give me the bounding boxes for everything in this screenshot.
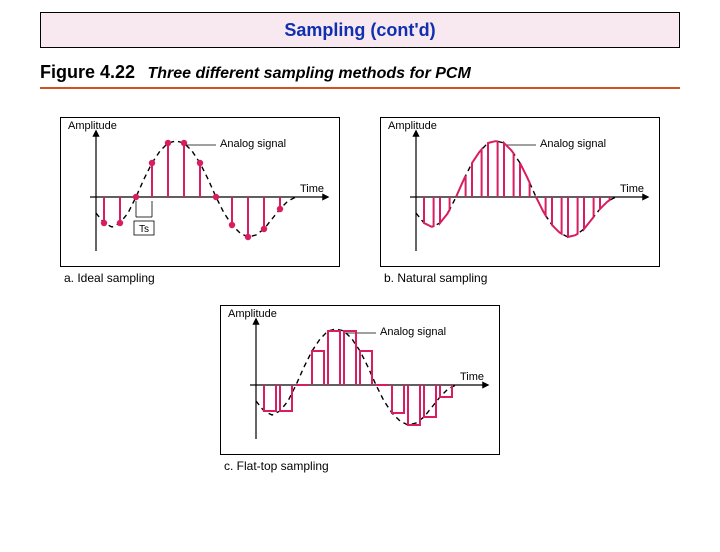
title-bar: Sampling (cont'd) [40, 12, 680, 48]
panel-a-svg: Amplitude Time Analog signal Ts [60, 117, 340, 267]
svg-text:Analog signal: Analog signal [220, 138, 286, 150]
page-title: Sampling (cont'd) [284, 20, 435, 41]
svg-text:Analog signal: Analog signal [380, 326, 446, 338]
svg-text:Analog signal: Analog signal [540, 138, 606, 150]
top-panel-row: Amplitude Time Analog signal Ts a. Ideal sa… [60, 117, 660, 285]
panel-c-wrap: Amplitude Time Analog signal c. Flat-top s… [220, 305, 500, 473]
svg-text:Amplitude: Amplitude [388, 120, 437, 132]
svg-text:Ts: Ts [139, 224, 149, 235]
panel-c-caption: c. Flat-top sampling [224, 459, 500, 473]
svg-text:Amplitude: Amplitude [228, 308, 277, 320]
panel-a-wrap: Amplitude Time Analog signal Ts a. Ideal sa… [60, 117, 340, 285]
svg-text:Time: Time [460, 371, 484, 383]
svg-text:Amplitude: Amplitude [68, 120, 117, 132]
panel-c-svg: Amplitude Time Analog signal [220, 305, 500, 455]
panel-b-caption: b. Natural sampling [384, 271, 660, 285]
svg-text:Time: Time [620, 183, 644, 195]
svg-text:Time: Time [300, 183, 324, 195]
panel-b-svg: Amplitude Time Analog signal [380, 117, 660, 267]
bottom-panel-row: Amplitude Time Analog signal c. Flat-top s… [0, 305, 720, 473]
figure-number: Figure 4.22 [40, 62, 135, 82]
panel-a-caption: a. Ideal sampling [64, 271, 340, 285]
panel-b-wrap: Amplitude Time Analog signal b. Natural sa… [380, 117, 660, 285]
figure-caption-row: Figure 4.22 Three different sampling met… [40, 62, 680, 89]
figure-title: Three different sampling methods for PCM [148, 65, 471, 82]
